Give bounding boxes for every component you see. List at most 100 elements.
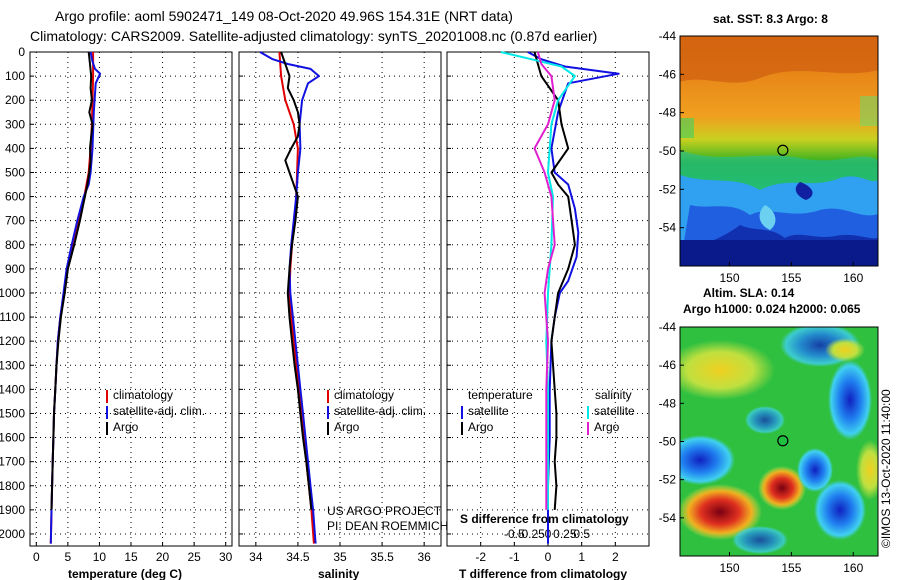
map-lat-label: -46 [659,67,677,81]
header-line-2: Climatology: CARS2009. Satellite-adjuste… [30,28,597,44]
series-line-t-satellite [527,51,620,544]
map-lat-label: -48 [659,106,677,120]
project-credit: US ARGO PROJECT [327,504,442,518]
x-tick-label: 34 [249,550,263,564]
t-difference-tick-labels: -2 -1 0 1 2 [475,550,619,564]
depth-tick-label: 400 [5,141,25,155]
depth-tick-label: 0 [18,45,25,59]
s-tick-label: -0.5 [504,527,525,541]
depth-tick-label: 700 [5,214,25,228]
x-tick-label: 20 [156,550,170,564]
series-line-argo [50,51,94,510]
legend-label-satellite: satellite-adj. clim. [113,404,205,418]
depth-tick-label: 1500 [0,406,25,420]
temperature-tick-labels: 0 5 10 15 20 25 30 [33,550,233,564]
map-lat-label: -44 [659,320,677,334]
map-lat-label: -54 [659,511,677,525]
sla-map-ticks: 150 155 160 -44 -46 -48 -50 -52 -54 [659,320,864,575]
legend-label-t-argo: Argo [468,420,494,434]
depth-tick-label: 2000 [0,527,25,541]
sst-map-title: sat. SST: 8.3 Argo: 8 [713,12,828,26]
salinity-panel: 34 34.5 35 35.5 36 salinity climatology sate… [238,51,448,580]
depth-tick-label: 1200 [0,334,25,348]
x-tick-label: 0 [545,550,552,564]
x-tick-label: 35.5 [370,550,394,564]
depth-tick-label: 1700 [0,455,25,469]
salinity-grid [239,51,441,546]
depth-tick-label: 200 [5,93,25,107]
x-tick-label: 15 [124,550,138,564]
map-lon-label: 150 [719,271,739,285]
map-lat-label: -54 [659,221,677,235]
depth-tick-label: 900 [5,262,25,276]
map-lon-label: 150 [719,561,739,575]
legend-label-argo: Argo [334,420,360,434]
x-tick-label: 35 [333,550,347,564]
temperature-grid [30,51,232,546]
salinity-tick-labels: 34 34.5 35 35.5 36 [249,550,431,564]
sst-map-image [680,36,878,266]
depth-tick-label: 100 [5,69,25,83]
depth-tick-label: 1800 [0,479,25,493]
map-lon-label: 160 [843,271,863,285]
temperature-panel-frame [29,51,233,547]
series-line-climatology [49,52,95,544]
temperature-panel: 0100200300400500600700800900100011001200… [0,45,233,580]
map-lat-label: -48 [659,396,677,410]
map-lon-label: 155 [781,561,801,575]
x-tick-label: 34.5 [286,550,310,564]
difference-panel: -2 -1 0 1 2 -0.5-0.25 0 0.250.5 T difference f… [446,51,650,580]
sla-map-subtitle: Argo h1000: 0.024 h2000: 0.065 [683,302,861,316]
map-lon-label: 160 [843,561,863,575]
s-tick-label: 0.5 [573,527,590,541]
x-tick-label: 25 [187,550,201,564]
legend-label-climatology: climatology [113,388,173,402]
legend-label-argo: Argo [113,420,139,434]
series-line-t-argo [533,51,576,510]
s-tick-label: 0.25 [553,527,577,541]
depth-tick-label: 300 [5,117,25,131]
depth-tick-label: 1600 [0,431,25,445]
depth-tick-label: 1400 [0,382,25,396]
x-tick-label: 30 [219,550,233,564]
legend-label-climatology: climatology [334,388,394,402]
depth-tick-label: 1900 [0,503,25,517]
imos-credit: ©IMOS 13-Oct-2020 11:40:00 [879,389,893,548]
salinity-axis-label: salinity [318,567,360,580]
sla-map-image [680,327,878,556]
depth-tick-label: 1300 [0,358,25,372]
depth-tick-label: 1000 [0,286,25,300]
series-line-s-satellite [500,51,576,510]
map-lat-label: -52 [659,473,677,487]
argo-float-marker [777,144,789,156]
map-lat-label: -46 [659,358,677,372]
x-tick-label: 0 [33,550,40,564]
sla-map-title: Altim. SLA: 0.14 [703,286,795,300]
legend-label-satellite: satellite-adj. clim. [334,404,426,418]
argo-float-marker [777,435,789,447]
x-tick-label: 5 [65,550,72,564]
map-lat-label: -50 [659,435,677,449]
legend-header-temperature: temperature [468,388,533,402]
s-tick-label: -0.25 [517,527,545,541]
x-tick-label: 1 [578,550,585,564]
map-lat-label: -44 [659,29,677,43]
depth-tick-label: 800 [5,238,25,252]
salinity-panel-frame [238,51,442,547]
map-lat-label: -50 [659,144,677,158]
map-lon-label: 155 [781,271,801,285]
depth-tick-label: 1100 [0,310,25,324]
depth-tick-label: 600 [5,190,25,204]
legend-label-t-satellite: satellite [468,404,509,418]
sla-map: Altim. SLA: 0.14 Argo h1000: 0.024 h2000… [659,286,879,575]
pi-credit: PI: DEAN ROEMMICH [327,519,448,533]
legend-label-s-argo: Argo [594,420,620,434]
sst-map-ticks: 150 155 160 -44 -46 -48 -50 -52 -54 [659,29,864,285]
series-line-argo [280,51,313,511]
temperature-legend: climatology satellite-adj. clim. Argo [106,388,205,435]
legend-label-s-satellite: satellite [594,404,635,418]
t-difference-axis-label: T difference from climatology [459,567,627,580]
x-tick-label: 2 [612,550,619,564]
depth-tick-labels: 0 100 200 300 400 500 600 700 800 900 1000 1100 1200… [0,45,25,541]
s-difference-axis-label: S difference from climatology [460,512,629,526]
